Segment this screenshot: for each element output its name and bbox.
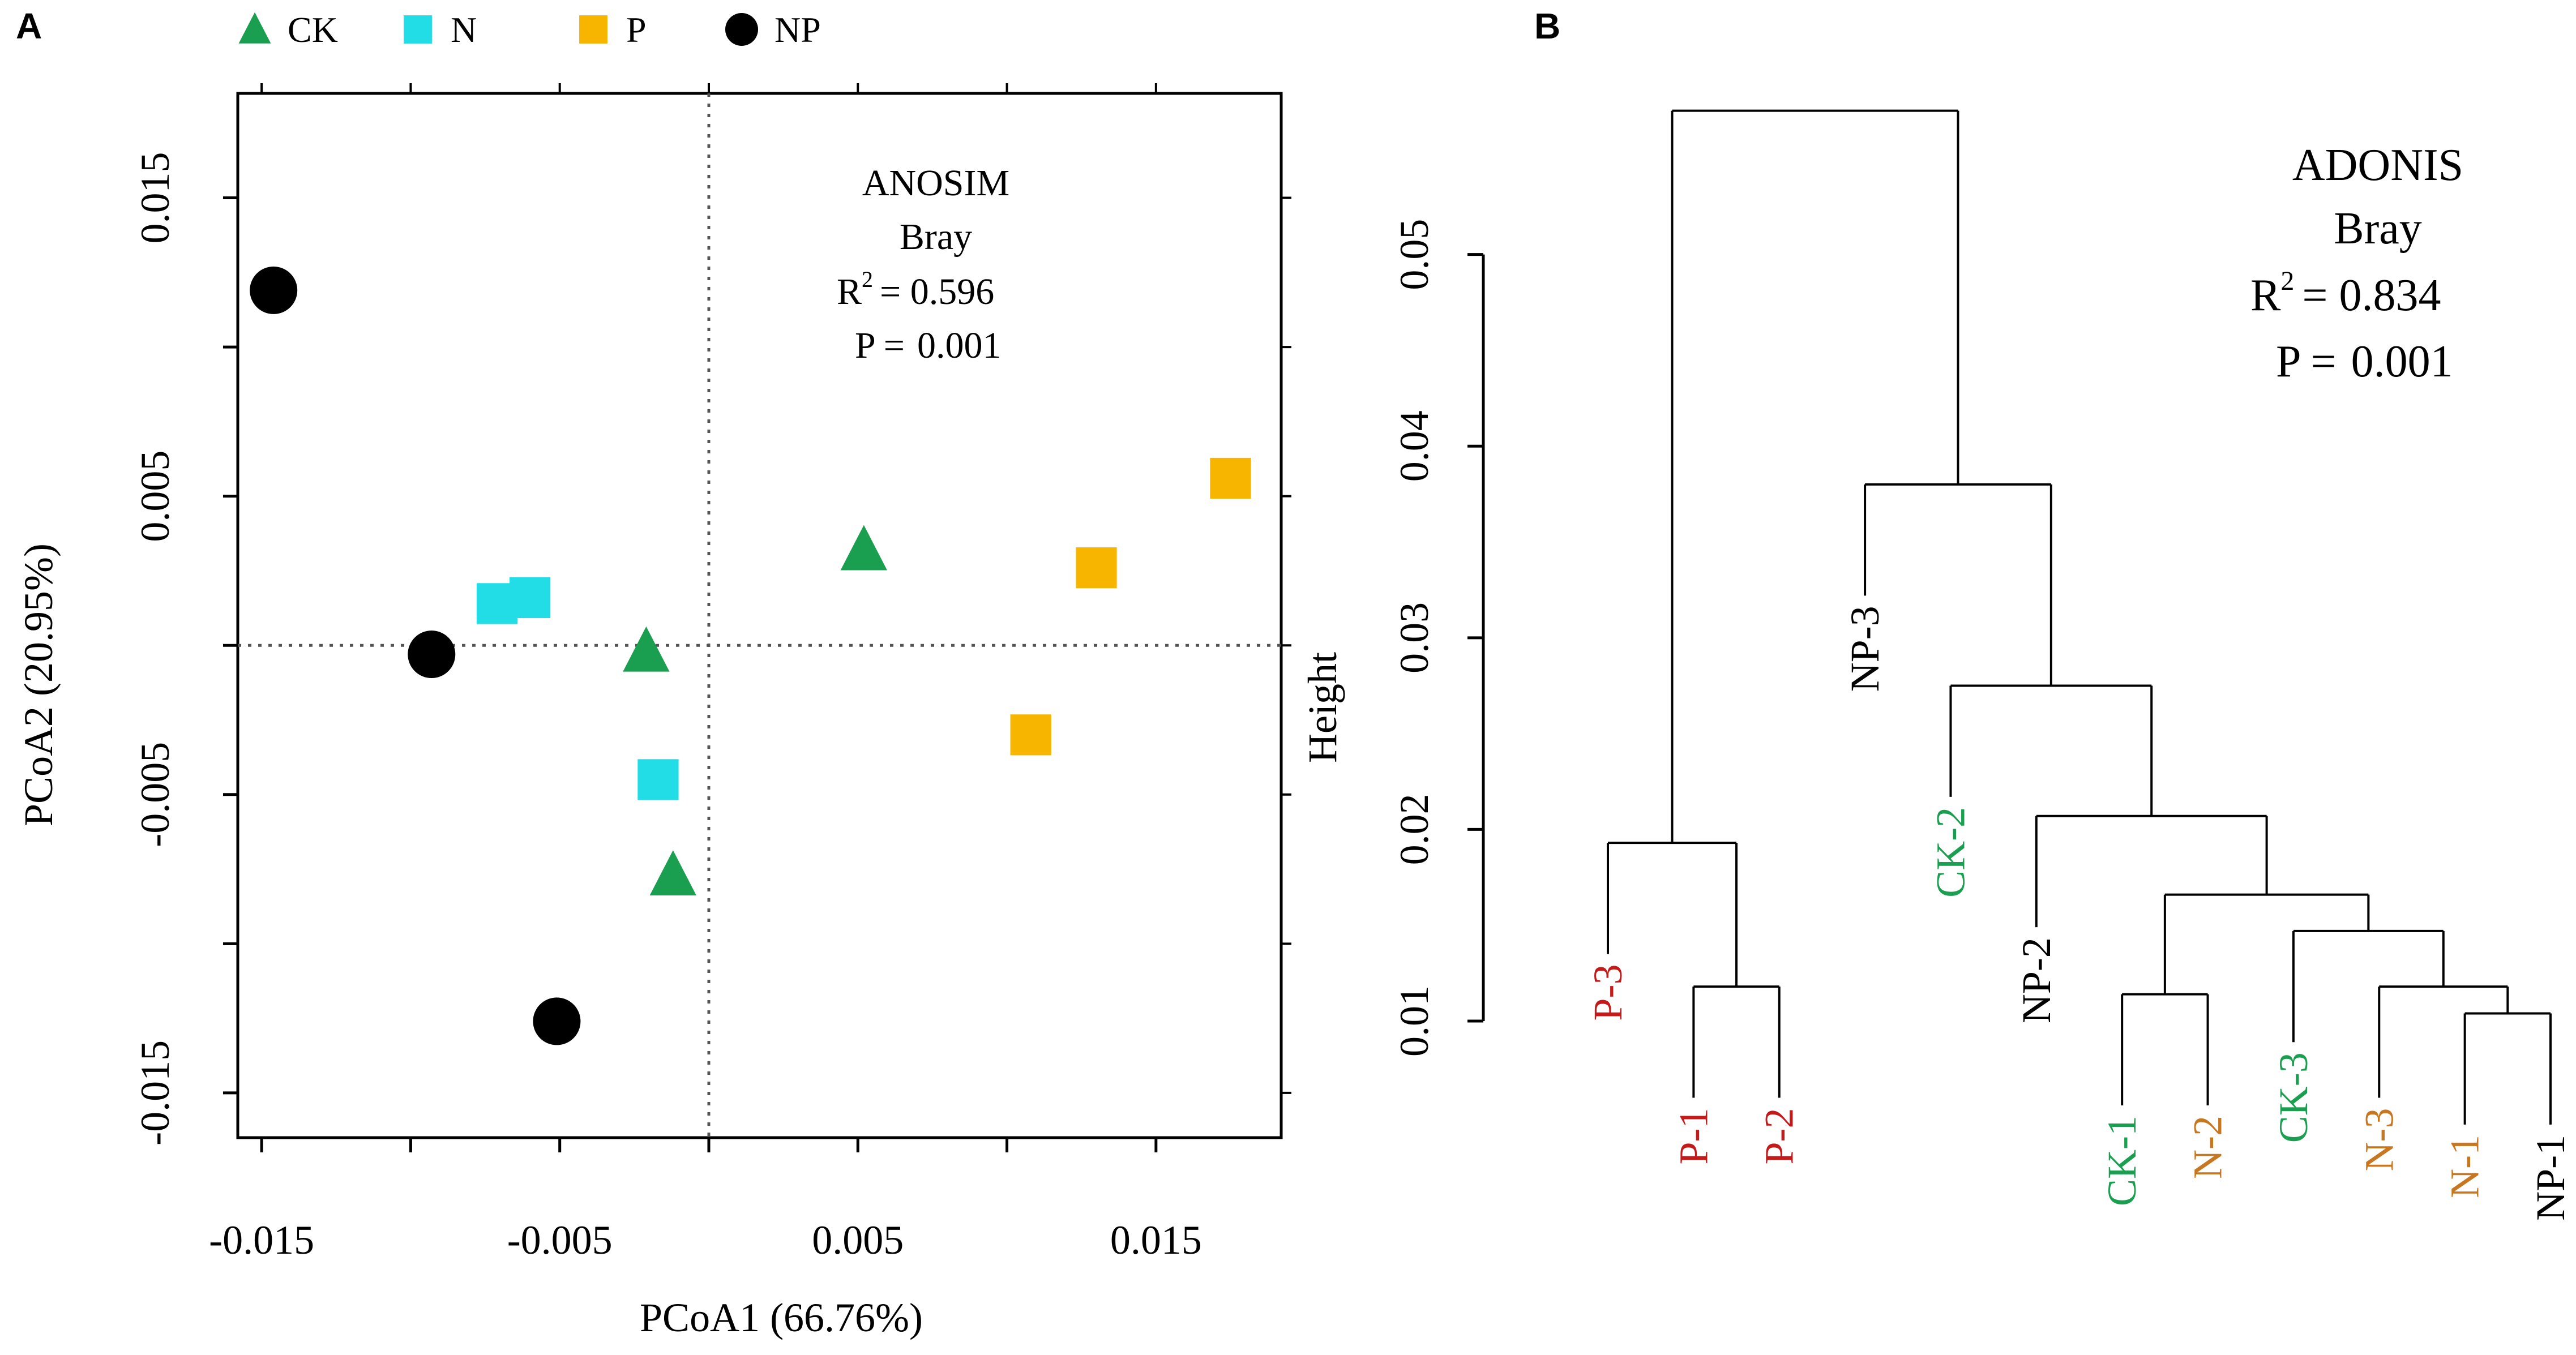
leaf-label-ck-1: CK-1 bbox=[2099, 1116, 2145, 1206]
legend-label: N bbox=[451, 10, 477, 50]
point-p bbox=[1010, 714, 1051, 756]
leaf-label-np-3: NP-3 bbox=[1842, 606, 1888, 692]
y-tick-label: 0.005 bbox=[132, 451, 178, 542]
adonis-annotation: ADONIS Bray R2 = 0.834 P = 0.001 bbox=[2250, 140, 2463, 387]
r2-label: R bbox=[837, 271, 862, 312]
point-ck bbox=[649, 850, 696, 896]
annotation-r2: R2 = 0.596 bbox=[837, 267, 994, 312]
height-tick-label: 0.02 bbox=[1392, 794, 1437, 865]
legend-item-ck: CK bbox=[238, 10, 338, 50]
leaf-label-n-2: N-2 bbox=[2185, 1116, 2231, 1179]
leaf-label-p-3: P-3 bbox=[1585, 964, 1631, 1021]
point-ck bbox=[623, 626, 670, 672]
point-ck bbox=[840, 525, 887, 571]
legend-marker-np bbox=[725, 13, 758, 46]
leaf-label-n-3: N-3 bbox=[2356, 1108, 2402, 1171]
height-tick-label: 0.05 bbox=[1392, 219, 1437, 290]
legend-marker-p bbox=[579, 15, 607, 44]
leaf-label-p-2: P-2 bbox=[1757, 1108, 1802, 1164]
r2-value: = 0.834 bbox=[2302, 271, 2441, 320]
leaf-label-n-1: N-1 bbox=[2442, 1135, 2488, 1198]
leaf-label-np-1: NP-1 bbox=[2528, 1135, 2573, 1221]
height-axis-label: Height bbox=[1300, 652, 1345, 763]
height-tick-label: 0.01 bbox=[1392, 985, 1437, 1057]
point-np bbox=[250, 266, 298, 314]
r2-superscript: 2 bbox=[2280, 266, 2294, 296]
leaf-label-np-2: NP-2 bbox=[2014, 937, 2059, 1023]
x-tick-label: -0.015 bbox=[209, 1217, 314, 1263]
leaf-label-ck-2: CK-2 bbox=[1928, 807, 1973, 898]
point-n bbox=[509, 577, 551, 618]
panel-a-label: A bbox=[16, 6, 42, 46]
legend: CK N P NP bbox=[238, 10, 821, 50]
point-n bbox=[637, 759, 679, 800]
y-tick-label: -0.005 bbox=[132, 742, 178, 847]
y-axis-label: PCoA2 (20.95%) bbox=[16, 543, 61, 826]
panel-b-label: B bbox=[1534, 6, 1560, 46]
annotation-distance: Bray bbox=[2334, 204, 2422, 254]
anosim-annotation: ANOSIM Bray R2 = 0.596 P = 0.001 bbox=[837, 162, 1009, 366]
r2-label: R bbox=[2250, 271, 2281, 320]
annotation-distance: Bray bbox=[900, 216, 972, 258]
x-axis-ticks: -0.015 -0.005 0.005 0.015 bbox=[209, 83, 1202, 1263]
point-p bbox=[1076, 547, 1117, 589]
annotation-p: P = 0.001 bbox=[855, 325, 1001, 366]
leaf-label-ck-3: CK-3 bbox=[2271, 1052, 2316, 1143]
legend-item-np: NP bbox=[725, 10, 821, 50]
p-label: P = bbox=[855, 325, 905, 366]
legend-item-p: P bbox=[579, 10, 647, 50]
legend-marker-n bbox=[404, 15, 432, 44]
height-axis: 0.01 0.02 0.03 0.04 0.05 bbox=[1392, 219, 1485, 1057]
panel-b-dendrogram: B 0.01 0.02 0.03 0.04 0.05 Height P-3 P-1 P-2 N… bbox=[1300, 6, 2573, 1221]
panel-a-pcoa: A CK N P NP -0.015 -0.005 0.005 0.015 -0.015-0… bbox=[16, 6, 1291, 1340]
annotation-method: ANOSIM bbox=[862, 162, 1009, 204]
data-points bbox=[250, 266, 1251, 1045]
r2-value: = 0.596 bbox=[880, 271, 994, 312]
height-tick-label: 0.04 bbox=[1392, 410, 1437, 482]
plot-frame bbox=[236, 92, 1283, 1139]
annotation-r2: R2 = 0.834 bbox=[2250, 266, 2441, 320]
leaf-labels: P-3 P-1 P-2 NP-3 CK-2 NP-2 CK-1 N-2 CK-3 N-3 N-1 NP… bbox=[1585, 606, 2573, 1221]
p-label: P = bbox=[2276, 337, 2337, 387]
p-value: 0.001 bbox=[2351, 337, 2453, 387]
leaf-label-p-1: P-1 bbox=[1671, 1108, 1716, 1164]
point-np bbox=[408, 631, 456, 679]
x-tick-label: 0.005 bbox=[812, 1217, 904, 1263]
r2-superscript: 2 bbox=[862, 267, 873, 292]
annotation-p: P = 0.001 bbox=[2276, 337, 2453, 387]
y-tick-label: 0.015 bbox=[132, 152, 178, 244]
annotation-method: ADONIS bbox=[2292, 140, 2463, 190]
x-axis-label: PCoA1 (66.76%) bbox=[640, 1295, 923, 1340]
y-tick-label: -0.015 bbox=[132, 1040, 178, 1146]
height-tick-label: 0.03 bbox=[1392, 602, 1437, 674]
point-np bbox=[533, 997, 581, 1045]
dendrogram-branches bbox=[1607, 109, 2552, 1125]
x-tick-label: 0.015 bbox=[1110, 1217, 1202, 1263]
legend-label: P bbox=[626, 10, 647, 50]
point-p bbox=[1210, 457, 1251, 499]
x-tick-label: -0.005 bbox=[507, 1217, 613, 1263]
legend-item-n: N bbox=[404, 10, 477, 50]
p-value: 0.001 bbox=[917, 325, 1002, 366]
legend-label: NP bbox=[774, 10, 821, 50]
legend-marker-ck bbox=[238, 12, 271, 44]
legend-label: CK bbox=[288, 10, 338, 50]
y-axis-ticks: -0.015 -0.005 0.005 0.015 bbox=[132, 152, 1291, 1146]
